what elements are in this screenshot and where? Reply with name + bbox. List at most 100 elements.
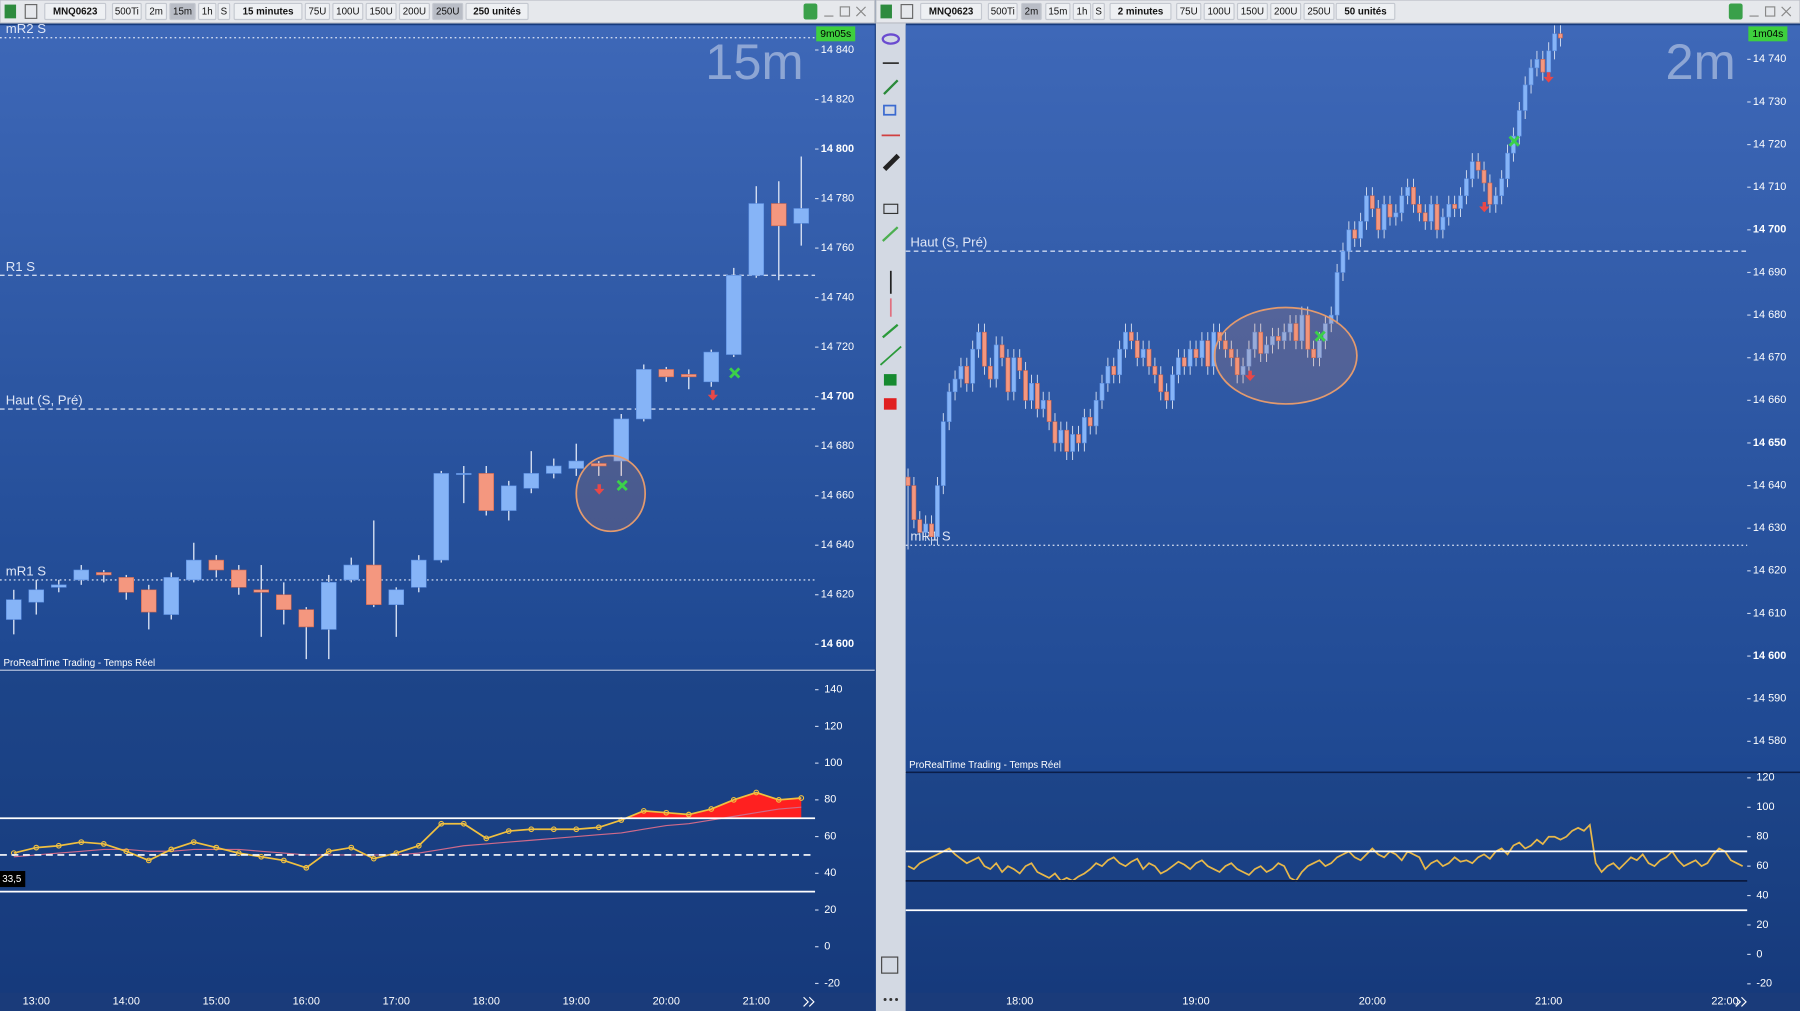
tool-icon[interactable] bbox=[883, 374, 897, 386]
oscillator-line bbox=[13, 791, 802, 869]
tool-icon[interactable] bbox=[882, 323, 899, 339]
x-axis-bar bbox=[905, 992, 1800, 1011]
toolbar-button[interactable] bbox=[1236, 2, 1268, 21]
y-tick-label: 14 780 bbox=[821, 192, 854, 204]
toolbar-button[interactable] bbox=[1072, 2, 1092, 21]
oscillator-point bbox=[78, 839, 85, 845]
price-pane bbox=[0, 25, 875, 670]
candle-body bbox=[1305, 314, 1311, 350]
tool-icon[interactable] bbox=[883, 79, 899, 95]
oscillator-point bbox=[775, 796, 782, 803]
candle-body bbox=[970, 348, 976, 384]
oscillator-point bbox=[438, 820, 445, 827]
tool-icon[interactable] bbox=[881, 956, 899, 974]
toolbar-button[interactable] bbox=[332, 2, 364, 21]
candle-body bbox=[1246, 348, 1252, 367]
oscillator-point bbox=[528, 826, 535, 833]
toolbar-button-label: 250U bbox=[1307, 7, 1330, 18]
toolbar-button[interactable] bbox=[233, 2, 303, 21]
oscillator-point bbox=[370, 855, 377, 862]
candle-body bbox=[28, 589, 45, 603]
x-tick-label: 17:00 bbox=[383, 996, 410, 1008]
toolbar-button[interactable] bbox=[465, 2, 529, 21]
tool-icon[interactable] bbox=[883, 998, 887, 1002]
toolbar-button[interactable] bbox=[365, 2, 397, 21]
toolbar-button[interactable] bbox=[1203, 2, 1235, 21]
toolbar-button[interactable] bbox=[145, 2, 168, 21]
y-tick-label: 14 600 bbox=[821, 638, 854, 650]
candle-body bbox=[1070, 434, 1075, 452]
toolbar-button[interactable] bbox=[1045, 2, 1071, 21]
x-tick-label: 13:00 bbox=[23, 996, 50, 1008]
toolbar-button[interactable] bbox=[1303, 2, 1335, 21]
toolbar-button-label: 2m bbox=[1025, 7, 1039, 18]
y-tick-label: 14 640 bbox=[821, 539, 854, 551]
candle-body bbox=[1258, 331, 1264, 354]
candle-body bbox=[163, 577, 180, 615]
window-button[interactable] bbox=[839, 6, 851, 17]
tool-icon[interactable] bbox=[882, 153, 900, 171]
tool-icon[interactable] bbox=[879, 345, 902, 366]
tool-icon[interactable] bbox=[881, 33, 900, 45]
tool-icon[interactable] bbox=[883, 203, 899, 215]
candle-body bbox=[771, 203, 787, 227]
toolbar-button[interactable] bbox=[1270, 2, 1302, 21]
candle-body bbox=[1458, 195, 1463, 209]
tool-icon[interactable] bbox=[883, 104, 897, 116]
candle-body bbox=[1352, 229, 1358, 239]
toolbar-button[interactable] bbox=[1092, 2, 1105, 21]
toolbar-button[interactable] bbox=[44, 2, 107, 21]
toolbar-button[interactable] bbox=[304, 2, 331, 21]
scroll-button[interactable] bbox=[803, 996, 815, 1007]
scroll-button[interactable] bbox=[1735, 996, 1747, 1007]
oscillator-pane bbox=[0, 671, 875, 993]
candle-body bbox=[186, 559, 202, 581]
toolbar-button[interactable] bbox=[1021, 2, 1042, 21]
candle-body bbox=[681, 374, 697, 378]
toolbar-button-label: 2m bbox=[149, 7, 163, 18]
tool-icon[interactable] bbox=[895, 998, 899, 1002]
candle-body bbox=[1340, 250, 1346, 273]
toolbar-button[interactable] bbox=[1335, 2, 1396, 21]
candles bbox=[6, 156, 810, 660]
x-tick-label: 18:00 bbox=[1006, 996, 1033, 1008]
toolbar-button[interactable] bbox=[169, 2, 196, 21]
oscillator-note: 33,5 bbox=[2, 874, 22, 885]
y-tick-label: 14 840 bbox=[821, 44, 854, 56]
candle-body bbox=[1176, 357, 1181, 376]
tool-icon[interactable] bbox=[882, 226, 899, 242]
toolbar-button[interactable] bbox=[987, 2, 1018, 21]
oscillator bbox=[907, 823, 1744, 882]
x-tick-label: 14:00 bbox=[113, 996, 140, 1008]
toolbar-button[interactable] bbox=[1176, 2, 1202, 21]
tool-icon[interactable] bbox=[883, 398, 897, 410]
toolbar-button-label: 1h bbox=[202, 7, 213, 18]
candle-body bbox=[1387, 203, 1393, 218]
toolbar-button-label: 50 unités bbox=[1344, 7, 1387, 18]
candles bbox=[905, 25, 1563, 550]
oscillator-point bbox=[640, 807, 647, 814]
candle-body bbox=[1275, 336, 1281, 341]
toolbar-button[interactable] bbox=[1109, 2, 1172, 21]
window-button[interactable] bbox=[1764, 6, 1776, 17]
toolbar-button[interactable] bbox=[111, 2, 142, 21]
window-button[interactable] bbox=[1781, 6, 1792, 17]
candle-body bbox=[1487, 182, 1493, 205]
candle-body bbox=[51, 584, 67, 588]
y-tick-label: 14 740 bbox=[821, 291, 854, 303]
candle-body bbox=[1293, 323, 1299, 341]
toolbar-button[interactable] bbox=[198, 2, 217, 21]
candle-body bbox=[1505, 152, 1510, 179]
candle-body bbox=[1299, 314, 1305, 341]
tool-icon[interactable] bbox=[889, 998, 893, 1002]
candle-body bbox=[1117, 348, 1122, 376]
window-button[interactable] bbox=[855, 6, 866, 17]
candle-body bbox=[658, 369, 675, 378]
oscillator-point bbox=[550, 826, 557, 833]
toolbar-button[interactable] bbox=[432, 2, 464, 21]
toolbar-button[interactable] bbox=[398, 2, 430, 21]
toolbar-icon bbox=[880, 4, 892, 19]
toolbar-button[interactable] bbox=[920, 2, 983, 21]
y-tick-label: 40 bbox=[824, 867, 836, 879]
toolbar-button[interactable] bbox=[217, 2, 231, 21]
